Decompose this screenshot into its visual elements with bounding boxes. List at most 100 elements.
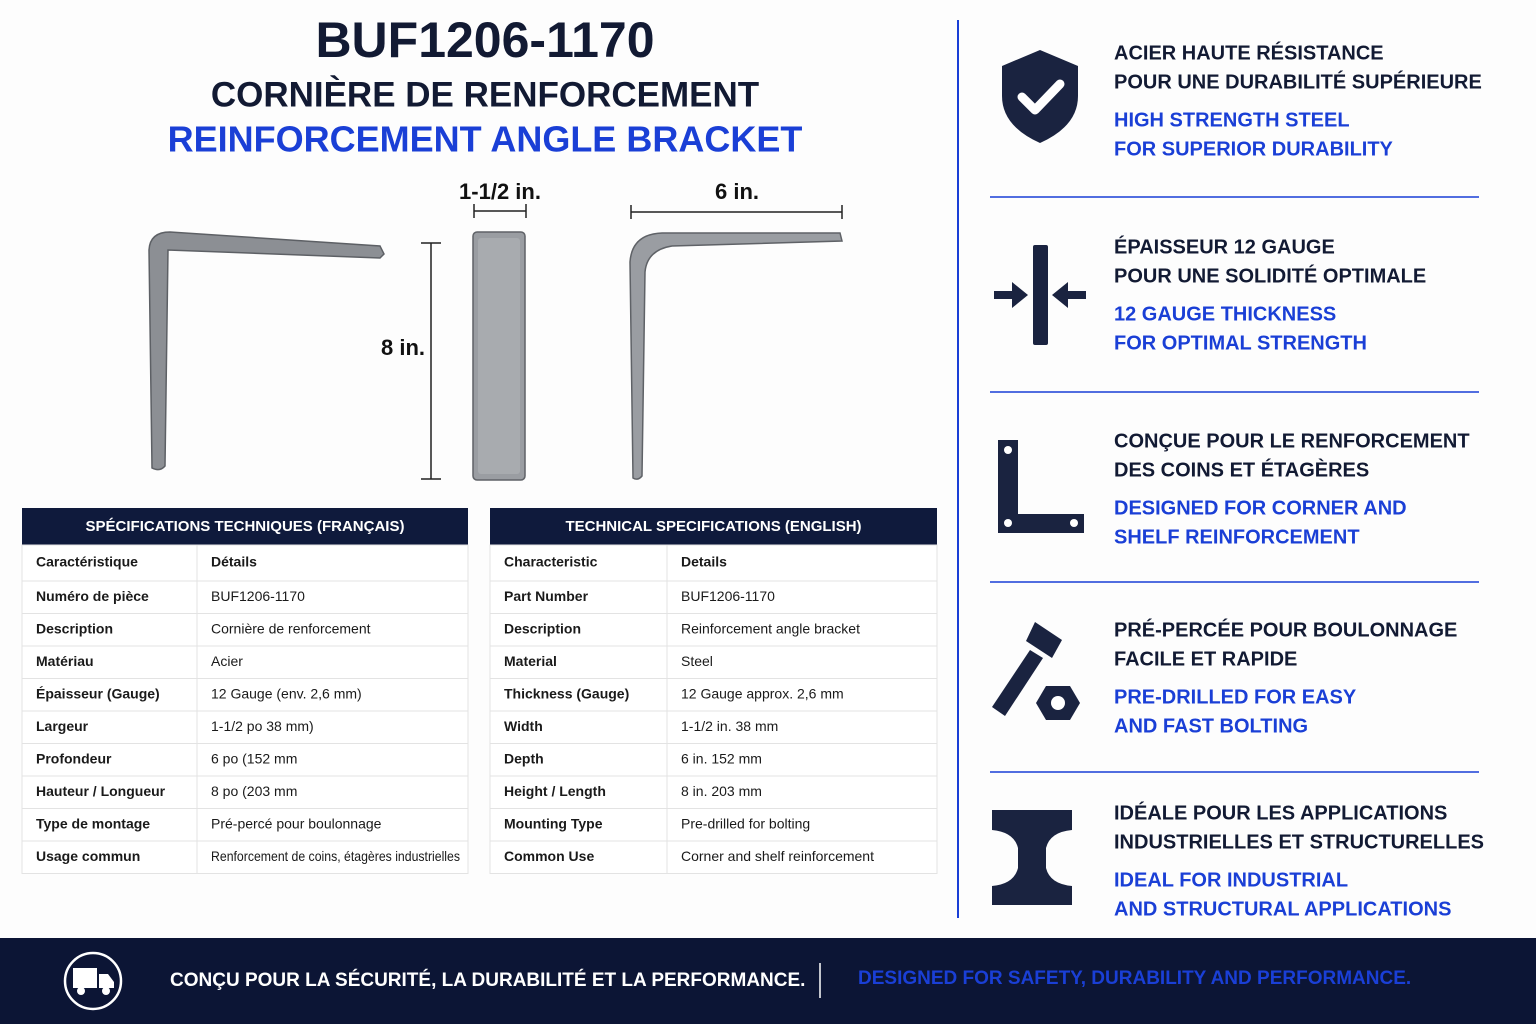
table-cell: Acier <box>211 653 243 669</box>
feature-text-fr: POUR UNE SOLIDITÉ OPTIMALE <box>1114 264 1426 287</box>
table-cell: 12 Gauge approx. 2,6 mm <box>681 685 844 701</box>
table-cell: 8 po (203 mm <box>211 783 297 799</box>
feature-text-en: AND FAST BOLTING <box>1114 715 1308 737</box>
table-cell: 1-1/2 po 38 mm) <box>211 718 314 734</box>
hole <box>1070 519 1078 527</box>
table-header: Détails <box>211 554 257 570</box>
table-cell: Cornière de renforcement <box>211 620 371 636</box>
bracket-side-view <box>629 232 843 480</box>
wheel <box>77 987 85 995</box>
table-row-label: Mounting Type <box>504 815 603 831</box>
table-cell: 1-1/2 in. 38 mm <box>681 718 778 734</box>
feature-text-en: FOR OPTIMAL STRENGTH <box>1114 332 1367 354</box>
truck-icon <box>73 968 114 995</box>
table-header: Caractéristique <box>36 554 138 570</box>
feature-icons <box>992 50 1086 905</box>
table-header: Characteristic <box>504 554 598 570</box>
footer-bar <box>0 938 1536 1024</box>
feature-text-en: DESIGNED FOR CORNER AND <box>1114 497 1407 519</box>
feature-text-en: PRE-DRILLED FOR EASY <box>1114 686 1357 708</box>
table-row-label: Épaisseur (Gauge) <box>36 685 160 701</box>
table-title-bar <box>22 508 468 545</box>
table-header: Details <box>681 554 727 570</box>
table-cell: BUF1206-1170 <box>681 588 775 604</box>
table-cell: Pré-percé pour boulonnage <box>211 815 382 831</box>
table-title-bar <box>490 508 937 545</box>
feature-text-en: SHELF REINFORCEMENT <box>1114 526 1360 548</box>
title-en: REINFORCEMENT ANGLE BRACKET <box>168 119 803 160</box>
table-row-label: Width <box>504 718 543 734</box>
table-cell: Reinforcement angle bracket <box>681 620 860 636</box>
feature-text-fr: INDUSTRIELLES ET STRUCTURELLES <box>1114 831 1484 853</box>
table-row-label: Usage commun <box>36 848 140 864</box>
title-fr: CORNIÈRE DE RENFORCEMENT <box>211 74 759 114</box>
table-row-label: Common Use <box>504 848 594 864</box>
table-row-label: Matériau <box>36 653 94 669</box>
table-cell: 8 in. 203 mm <box>681 783 762 799</box>
table-cell: Corner and shelf reinforcement <box>681 848 874 864</box>
table-row-label: Numéro de pièce <box>36 588 149 604</box>
table-row-label: Type de montage <box>36 815 150 831</box>
truck-cab <box>99 974 114 988</box>
feature-text-fr: PRÉ-PERCÉE POUR BOULONNAGE <box>1114 618 1457 641</box>
dimension-lines <box>421 204 843 480</box>
table-row-label: Hauteur / Longueur <box>36 783 166 799</box>
table-row-label: Largeur <box>36 718 89 734</box>
feature-text-en: 12 GAUGE THICKNESS <box>1114 303 1336 325</box>
bracket-left-view <box>148 231 385 471</box>
arrow-right <box>994 282 1028 308</box>
bolt-shank <box>992 650 1043 716</box>
width-label: 1-1/2 in. <box>459 179 541 204</box>
table-cell: Pre-drilled for bolting <box>681 815 810 831</box>
feature-text-fr: FACILE ET RAPIDE <box>1114 648 1297 670</box>
shield-icon <box>1002 50 1078 143</box>
part-number-title: BUF1206-1170 <box>315 12 654 68</box>
table-title: TECHNICAL SPECIFICATIONS (ENGLISH) <box>565 518 861 535</box>
hole <box>1004 446 1012 454</box>
table-row-label: Profondeur <box>36 750 112 766</box>
table-body <box>489 544 938 874</box>
spec-tables: SPÉCIFICATIONS TECHNIQUES (FRANÇAIS) Cara… <box>21 508 938 874</box>
table-row-label: Material <box>504 653 557 669</box>
footer-en: DESIGNED FOR SAFETY, DURABILITY AND PERF… <box>858 968 1411 989</box>
footer-fr: CONÇU POUR LA SÉCURITÉ, LA DURABILITÉ ET… <box>170 969 805 991</box>
table-cell: BUF1206-1170 <box>211 588 305 604</box>
feature-text-fr: DES COINS ET ÉTAGÈRES <box>1114 458 1369 481</box>
features: ACIER HAUTE RÉSISTANCE POUR UNE DURABILIT… <box>990 41 1484 920</box>
table-body <box>21 544 469 874</box>
table-row-label: Description <box>36 620 113 636</box>
product-drawings <box>148 231 843 481</box>
table-row-label: Height / Length <box>504 783 606 799</box>
truck-body <box>73 968 97 988</box>
feature-text-fr: POUR UNE DURABILITÉ SUPÉRIEURE <box>1114 70 1482 93</box>
table-row-label: Thickness (Gauge) <box>504 685 629 701</box>
feature-text-fr: CONÇUE POUR LE RENFORCEMENT <box>1114 430 1470 452</box>
feature-text-fr: IDÉALE POUR LES APPLICATIONS <box>1114 801 1447 824</box>
feature-text-fr: ACIER HAUTE RÉSISTANCE <box>1114 41 1384 64</box>
depth-label: 6 in. <box>715 179 759 204</box>
bracket-front-inner <box>478 238 520 474</box>
plate-icon <box>1033 245 1048 345</box>
i-beam-icon <box>992 810 1072 905</box>
bolt-head <box>1026 622 1062 658</box>
nut-hole <box>1051 696 1065 710</box>
feature-text-fr: ÉPAISSEUR 12 GAUGE <box>1114 235 1335 258</box>
table-row-label: Depth <box>504 750 544 766</box>
feature-text-en: IDEAL FOR INDUSTRIAL <box>1114 869 1348 891</box>
feature-text-en: HIGH STRENGTH STEEL <box>1114 109 1350 131</box>
feature-text-en: FOR SUPERIOR DURABILITY <box>1114 138 1394 160</box>
hole <box>1004 519 1012 527</box>
table-row-label: Description <box>504 620 581 636</box>
table-title: SPÉCIFICATIONS TECHNIQUES (FRANÇAIS) <box>86 518 405 535</box>
table-cell: Steel <box>681 653 713 669</box>
height-label: 8 in. <box>381 335 425 360</box>
table-cell: Renforcement de coins, étagères industri… <box>211 848 460 864</box>
feature-text-en: AND STRUCTURAL APPLICATIONS <box>1114 898 1451 920</box>
wheel <box>102 987 110 995</box>
table-cell: 6 po (152 mm <box>211 750 297 766</box>
arrow-left <box>1052 282 1086 308</box>
truck-badge <box>63 951 123 1011</box>
check-mark <box>1017 79 1065 115</box>
table-row-label: Part Number <box>504 588 589 604</box>
